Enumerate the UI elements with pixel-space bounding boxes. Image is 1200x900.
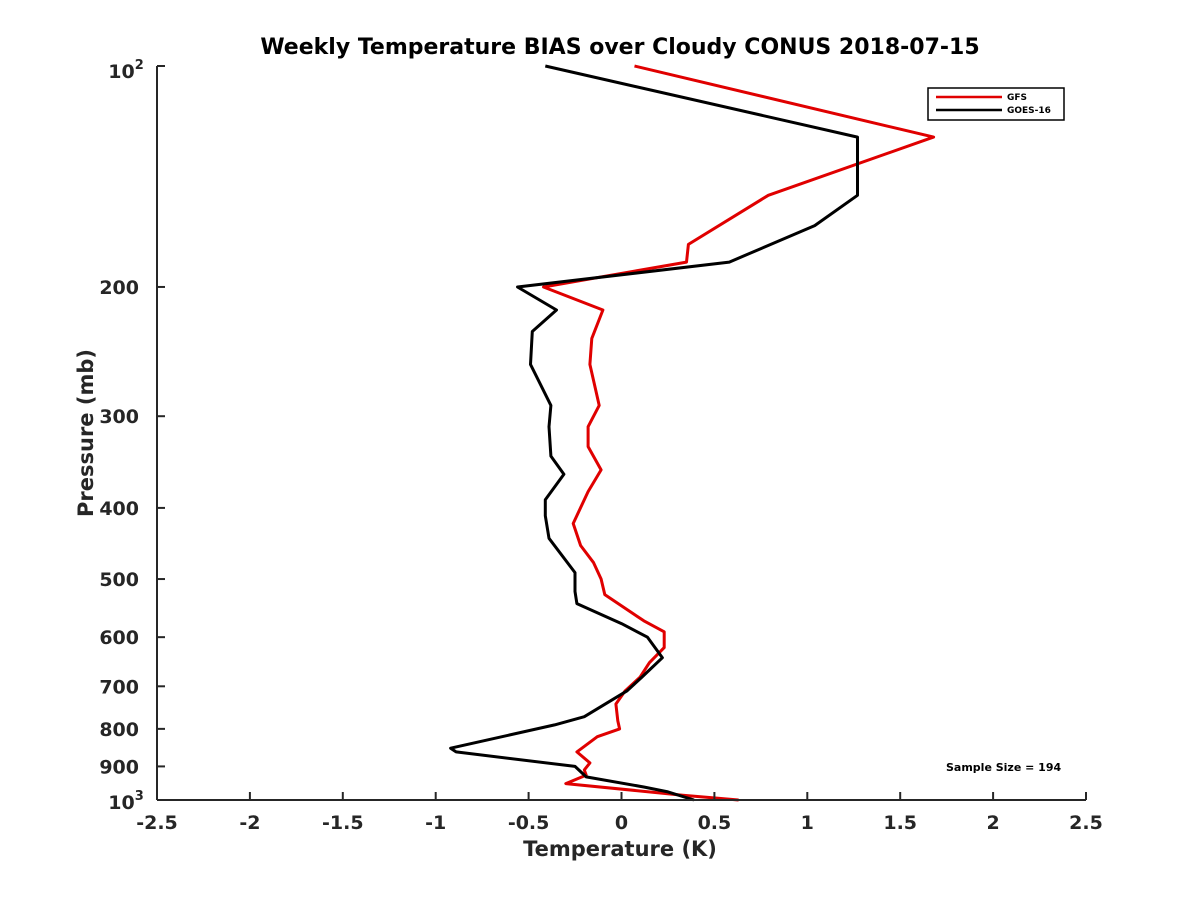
x-tick-label: 0 bbox=[615, 812, 628, 834]
y-tick-label-top: 102 bbox=[108, 58, 144, 83]
y-tick-label: 300 bbox=[99, 406, 139, 428]
x-tick-label: 2 bbox=[986, 812, 999, 834]
y-tick-label: 600 bbox=[99, 627, 139, 649]
x-tick-label: 1.5 bbox=[883, 812, 917, 834]
y-bottom-exp: 3 bbox=[135, 789, 144, 804]
series-layer bbox=[449, 64, 936, 802]
legend-label-goes16: GOES-16 bbox=[1007, 106, 1051, 116]
legend-box bbox=[927, 87, 1065, 121]
x-tick-group: -2.5 -2 -1.5 -1 -0.5 0 0.5 1 1.5 2 2.5 bbox=[136, 792, 1103, 834]
series-line-gfs bbox=[542, 64, 936, 802]
legend-label-gfs: GFS bbox=[1007, 93, 1027, 103]
y-tick-label: 500 bbox=[99, 569, 139, 591]
x-tick-label: 1 bbox=[801, 812, 814, 834]
x-tick-label: -0.5 bbox=[508, 812, 550, 834]
x-tick-label: 2.5 bbox=[1069, 812, 1103, 834]
y-tick-label: 200 bbox=[99, 277, 139, 299]
y-tick-label: 400 bbox=[99, 498, 139, 520]
x-tick-label: -1 bbox=[425, 812, 446, 834]
series-line-goes16 bbox=[449, 64, 859, 802]
y-tick-label: 800 bbox=[99, 719, 139, 741]
sample-size-annotation: Sample Size = 194 bbox=[946, 761, 1061, 774]
y-tick-label: 700 bbox=[99, 676, 139, 698]
x-tick-label: 0.5 bbox=[698, 812, 732, 834]
x-tick-label: -1.5 bbox=[322, 812, 364, 834]
y-tick-label: 900 bbox=[99, 756, 139, 778]
y-tick-label-bottom: 103 bbox=[108, 789, 144, 814]
x-tick-label: -2.5 bbox=[136, 812, 178, 834]
legend: GFS GOES-16 bbox=[927, 87, 1065, 121]
x-axis-label: Temperature (K) bbox=[523, 837, 717, 861]
y-bottom-base: 10 bbox=[108, 792, 134, 814]
chart-title: Weekly Temperature BIAS over Cloudy CONU… bbox=[260, 35, 979, 60]
y-axis-label: Pressure (mb) bbox=[74, 349, 98, 517]
y-top-exp: 2 bbox=[135, 58, 144, 73]
y-top-base: 10 bbox=[108, 61, 134, 83]
x-tick-label: -2 bbox=[239, 812, 260, 834]
y-tick-group: 200 300 400 500 600 700 800 900 bbox=[99, 65, 165, 801]
